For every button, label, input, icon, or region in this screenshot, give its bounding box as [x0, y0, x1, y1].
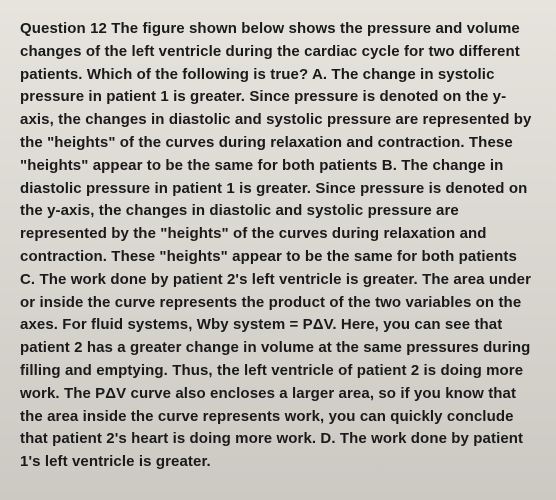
- question-text-block: Question 12 The figure shown below shows…: [20, 18, 536, 474]
